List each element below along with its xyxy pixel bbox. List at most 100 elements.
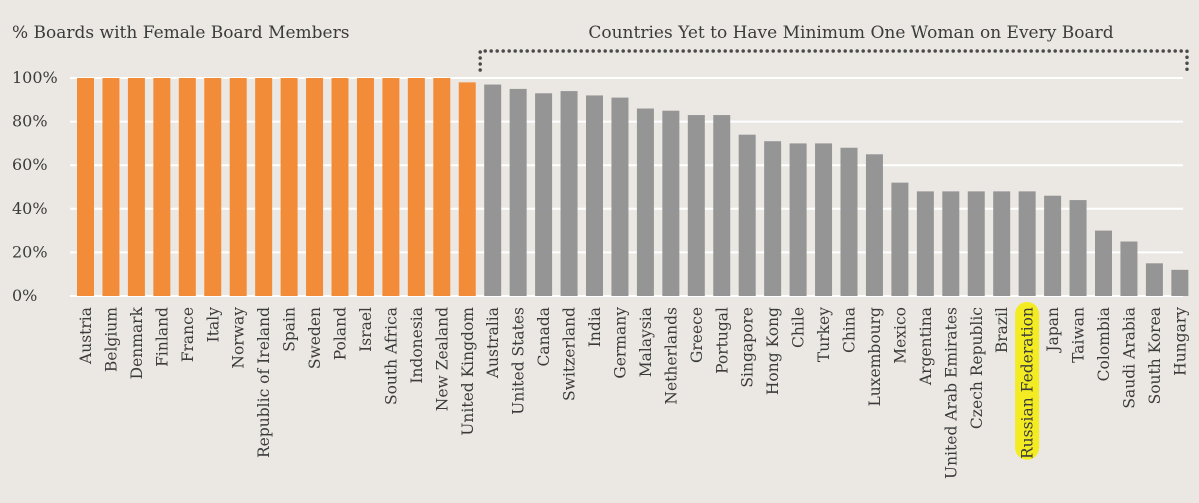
category-label: Republic of Ireland xyxy=(255,307,273,458)
bar-republic-of-ireland xyxy=(255,78,273,296)
category-label: Colombia xyxy=(1095,307,1113,381)
bar-sweden xyxy=(306,78,324,296)
bar-singapore xyxy=(738,134,756,296)
y-tick-label: 80% xyxy=(12,112,48,131)
category-label: China xyxy=(841,307,859,353)
bar-austria xyxy=(77,78,94,296)
category-label: South Korea xyxy=(1146,307,1164,404)
bars xyxy=(77,78,1189,297)
category-label: Taiwan xyxy=(1070,307,1088,363)
category-label: Malaysia xyxy=(637,307,655,377)
bar-new-zealand xyxy=(433,78,451,296)
bar-taiwan xyxy=(1069,200,1087,296)
category-label: Luxembourg xyxy=(866,307,884,407)
bar-hungary xyxy=(1171,269,1189,296)
bar-denmark xyxy=(127,78,145,296)
category-label: Turkey xyxy=(815,307,833,362)
bar-china xyxy=(840,147,858,296)
bar-japan xyxy=(1044,195,1062,296)
category-label: Greece xyxy=(688,307,706,363)
bar-malaysia xyxy=(636,108,654,297)
y-tick-label: 40% xyxy=(12,199,48,218)
category-label: South Africa xyxy=(382,307,400,405)
bar-mexico xyxy=(891,182,909,296)
bar-hong-kong xyxy=(764,141,782,296)
category-label: Finland xyxy=(153,307,171,367)
category-label: United Kingdom xyxy=(459,307,477,436)
bar-united-arab-emirates xyxy=(942,191,960,296)
category-label: New Zealand xyxy=(433,307,451,411)
category-label: Saudi Arabia xyxy=(1120,307,1138,409)
bar-greece xyxy=(687,115,705,296)
bar-canada xyxy=(535,93,553,296)
y-tick-label: 20% xyxy=(12,242,48,261)
bar-finland xyxy=(153,78,171,296)
bar-poland xyxy=(331,78,349,296)
bar-italy xyxy=(204,78,222,296)
category-label: Indonesia xyxy=(408,307,426,384)
category-label: Canada xyxy=(535,307,553,367)
bar-australia xyxy=(484,84,502,296)
bar-south-korea xyxy=(1145,263,1163,296)
bar-russian-federation xyxy=(1018,191,1036,296)
y-tick-label: 100% xyxy=(12,68,58,87)
bar-chile xyxy=(789,143,807,296)
bar-brazil xyxy=(993,191,1011,296)
bar-indonesia xyxy=(407,78,425,296)
category-label: Germany xyxy=(611,307,629,379)
category-label: Hong Kong xyxy=(764,307,782,395)
bar-belgium xyxy=(102,78,120,296)
bar-turkey xyxy=(815,143,833,296)
bar-luxembourg xyxy=(865,154,883,296)
bar-saudi-arabia xyxy=(1120,241,1138,296)
bracket-line xyxy=(478,49,1189,72)
bar-united-states xyxy=(509,88,527,297)
category-label: Czech Republic xyxy=(968,307,986,429)
category-label: Switzerland xyxy=(561,307,579,401)
category-label: Israel xyxy=(357,307,375,352)
bar-portugal xyxy=(713,115,731,296)
unfinished-countries-bracket xyxy=(478,49,1189,72)
category-label: Netherlands xyxy=(662,307,680,405)
category-label: Russian Federation xyxy=(1019,307,1037,459)
bar-israel xyxy=(356,78,374,296)
category-label: Argentina xyxy=(917,307,935,386)
bar-germany xyxy=(611,97,629,297)
y-tick-label: 0% xyxy=(12,286,37,305)
category-label: Hungary xyxy=(1171,307,1189,376)
category-labels: Austria Belgium Denmark Finland France Italy N… xyxy=(77,306,1189,479)
bar-spain xyxy=(280,78,298,296)
category-label: Spain xyxy=(281,307,299,352)
highlight-marker xyxy=(1015,302,1040,460)
bar-france xyxy=(178,78,196,296)
bracket-label: Countries Yet to Have Minimum One Woman … xyxy=(588,23,1113,43)
category-label: France xyxy=(179,307,197,362)
category-label: Chile xyxy=(790,307,808,348)
bar-argentina xyxy=(916,191,934,296)
category-label: Italy xyxy=(204,307,222,343)
category-label: United Arab Emirates xyxy=(942,307,960,479)
category-label: Japan xyxy=(1044,307,1062,354)
category-label: Austria xyxy=(77,307,95,365)
bar-czech-republic xyxy=(967,191,985,296)
category-label: Sweden xyxy=(306,307,324,369)
bar-south-africa xyxy=(382,78,400,296)
highlight-layer xyxy=(1015,302,1040,460)
category-label: India xyxy=(586,307,604,347)
category-label: Mexico xyxy=(891,307,909,364)
y-axis-title: % Boards with Female Board Members xyxy=(12,23,349,43)
category-label: Denmark xyxy=(128,306,146,379)
bar-netherlands xyxy=(662,110,680,296)
category-label: United States xyxy=(510,307,528,415)
bar-colombia xyxy=(1095,230,1112,296)
category-label: Singapore xyxy=(739,307,757,388)
bar-norway xyxy=(229,78,247,296)
category-label: Poland xyxy=(332,307,350,360)
category-label: Belgium xyxy=(102,307,120,372)
category-label: Portugal xyxy=(713,307,731,374)
bar-india xyxy=(586,95,603,296)
y-axis-ticks: 0% 20% 40% 60% 80% 100% xyxy=(12,68,58,305)
category-label: Norway xyxy=(230,307,248,369)
y-tick-label: 60% xyxy=(12,155,48,174)
